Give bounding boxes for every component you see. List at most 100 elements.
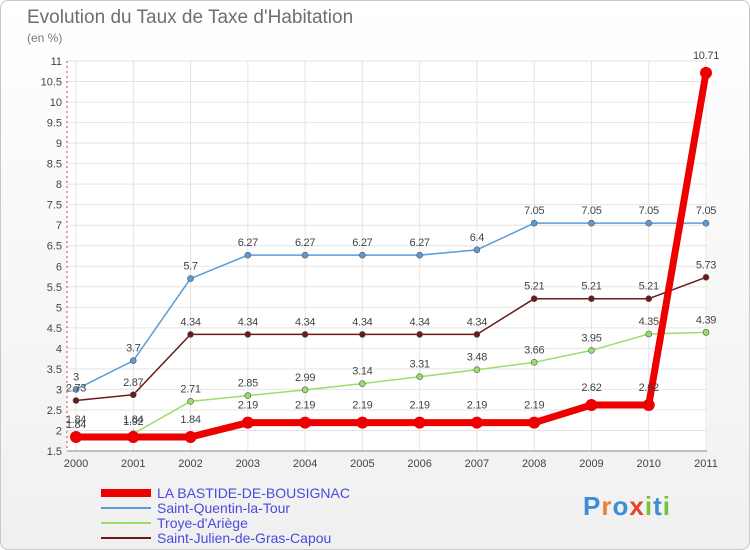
logo-letter: x — [629, 491, 645, 521]
data-label: 2.19 — [410, 400, 430, 412]
legend-entry: Saint-Quentin-la-Tour — [101, 500, 350, 516]
data-label: 4.35 — [639, 316, 659, 328]
data-label: 2.73 — [66, 383, 86, 395]
data-point — [184, 431, 197, 444]
y-tick-label: 9 — [56, 138, 62, 150]
data-label: 10.71 — [693, 50, 719, 62]
y-tick-label: 7 — [56, 220, 62, 232]
data-point — [473, 331, 481, 338]
y-tick-label: 3 — [56, 384, 62, 396]
y-tick-label: 9.5 — [47, 118, 62, 130]
data-point — [359, 380, 366, 387]
data-label: 1.84 — [180, 414, 200, 426]
data-point — [301, 331, 309, 338]
legend-label: Troye-d'Ariège — [157, 514, 248, 531]
data-label: 2.19 — [524, 400, 544, 412]
data-point — [588, 219, 595, 227]
data-label: 3.66 — [524, 344, 544, 356]
legend-label: Saint-Julien-de-Gras-Capou — [157, 529, 332, 546]
x-tick-label: 2007 — [465, 458, 489, 470]
data-point — [702, 274, 710, 281]
y-tick-label: 7.5 — [47, 200, 62, 212]
data-point — [301, 386, 309, 394]
data-label: 1.92 — [123, 416, 143, 428]
chart-subtitle: (en %) — [27, 31, 63, 45]
y-tick-label: 4 — [56, 343, 62, 355]
x-tick-label: 2009 — [579, 458, 603, 470]
data-point — [359, 251, 366, 259]
x-tick-label: 2000 — [64, 458, 88, 470]
x-tick-label: 2008 — [522, 458, 546, 470]
y-tick-label: 8 — [56, 179, 62, 191]
data-point — [416, 331, 423, 338]
data-label: 6.27 — [238, 237, 258, 249]
legend-swatch — [101, 536, 151, 539]
data-label: 5.21 — [524, 281, 544, 293]
y-tick-label: 3.5 — [47, 364, 62, 376]
data-label: 2.87 — [123, 377, 143, 389]
data-label: 7.05 — [696, 205, 716, 217]
data-label: 2.99 — [295, 372, 315, 384]
data-label: 1.84 — [123, 414, 143, 426]
data-label: 7.05 — [581, 205, 601, 217]
y-tick-label: 5 — [56, 302, 62, 314]
y-tick-label: 2.5 — [47, 405, 62, 417]
logo-letter: i — [644, 491, 654, 521]
data-label: 3.31 — [410, 359, 430, 371]
data-label: 6.27 — [352, 237, 372, 249]
data-point — [702, 219, 710, 227]
data-point — [129, 357, 137, 364]
logo-letter: i — [662, 491, 671, 521]
data-point — [642, 399, 655, 412]
data-point — [702, 329, 710, 336]
chart-legend: LA BASTIDE-DE-BOUSIGNAC Saint-Quentin-la-… — [101, 485, 350, 546]
series-line — [75, 222, 706, 391]
x-tick-label: 2002 — [178, 458, 202, 470]
data-point — [127, 431, 140, 444]
data-label: 3.14 — [352, 366, 372, 378]
y-tick-label: 8.5 — [47, 159, 62, 171]
series-line — [75, 276, 707, 402]
data-label: 7.05 — [524, 205, 544, 217]
proxiti-logo: Proxiti — [583, 491, 671, 522]
x-tick-label: 2010 — [636, 458, 660, 470]
y-tick-label: 4.5 — [47, 323, 62, 335]
x-tick-label: 2006 — [407, 458, 431, 470]
y-tick-label: 6 — [56, 261, 62, 273]
legend-entry: Troye-d'Ariège — [101, 514, 350, 531]
y-tick-label: 6.5 — [47, 241, 62, 253]
data-point — [588, 295, 595, 302]
data-point — [129, 391, 137, 399]
data-label: 4.34 — [352, 316, 372, 328]
y-tick-label: 2 — [56, 425, 62, 437]
data-point — [416, 251, 423, 259]
data-point — [244, 251, 252, 259]
data-label: 3.7 — [126, 343, 141, 355]
data-point — [645, 219, 653, 227]
logo-letter: o — [612, 491, 630, 521]
y-tick-label: 1.5 — [47, 446, 62, 458]
data-label: 3.48 — [467, 352, 487, 364]
data-point — [187, 275, 194, 282]
data-label: 5.7 — [183, 261, 198, 273]
y-tick-label: 10 — [50, 97, 62, 109]
data-point — [700, 66, 712, 79]
x-tick-label: 2003 — [236, 458, 260, 470]
data-point — [585, 399, 598, 412]
x-tick-label: 2005 — [350, 458, 374, 470]
data-label: 1.84 — [66, 414, 86, 426]
data-label: 6.27 — [410, 237, 430, 249]
data-point — [530, 219, 538, 227]
data-point — [244, 331, 252, 338]
data-label: 2.19 — [238, 400, 258, 412]
y-tick-label: 5.5 — [47, 282, 62, 294]
data-point — [470, 416, 483, 429]
data-label: 2.62 — [639, 382, 659, 394]
data-point — [530, 359, 538, 366]
x-tick-label: 2011 — [694, 458, 718, 470]
data-label: 6.27 — [295, 237, 315, 249]
data-label: 2.62 — [581, 382, 601, 394]
y-tick-label: 10.5 — [41, 77, 62, 89]
data-label: 4.34 — [238, 316, 258, 328]
